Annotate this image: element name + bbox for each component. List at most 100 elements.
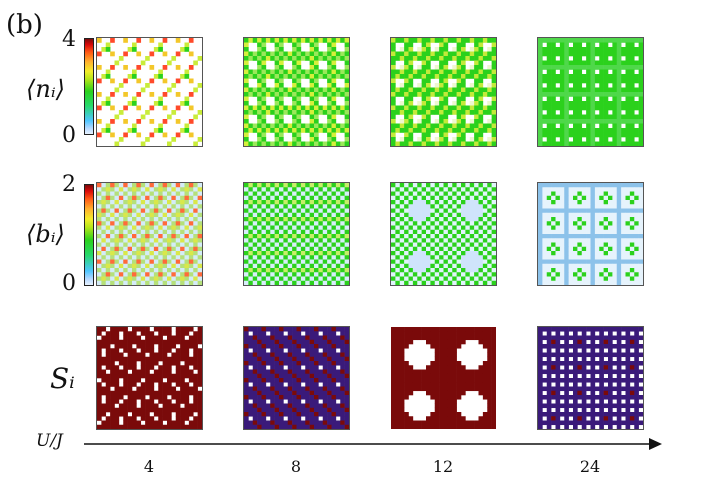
lattice-site bbox=[248, 87, 254, 93]
lattice-site bbox=[167, 361, 172, 366]
lattice-site bbox=[257, 83, 262, 88]
lattice-site bbox=[244, 74, 249, 79]
lattice-site bbox=[478, 119, 484, 124]
lattice-site bbox=[265, 56, 271, 61]
lattice-site bbox=[244, 101, 249, 106]
lattice-site bbox=[461, 251, 466, 256]
lattice-site bbox=[421, 42, 427, 48]
lattice-site bbox=[265, 208, 271, 214]
lattice-site bbox=[573, 137, 578, 142]
lattice-site bbox=[314, 242, 319, 248]
lattice-site bbox=[408, 74, 414, 79]
lattice-site bbox=[127, 204, 133, 209]
lattice-site bbox=[542, 238, 548, 243]
lattice-site bbox=[101, 191, 107, 197]
lattice-site bbox=[399, 87, 405, 93]
lattice-site bbox=[127, 128, 133, 133]
lattice-site bbox=[188, 78, 194, 84]
lattice-site bbox=[629, 128, 635, 133]
lattice-site bbox=[625, 101, 631, 106]
lattice-site bbox=[287, 390, 293, 396]
lattice-site bbox=[252, 238, 258, 243]
lattice-site bbox=[482, 259, 488, 265]
lattice-site bbox=[244, 132, 249, 138]
lattice-site bbox=[97, 242, 102, 248]
lattice-site bbox=[594, 263, 600, 269]
lattice-site bbox=[171, 242, 177, 248]
lattice-site bbox=[421, 234, 427, 239]
lattice-site bbox=[287, 69, 293, 75]
lattice-site bbox=[274, 365, 280, 370]
lattice-site bbox=[132, 195, 137, 201]
lattice-site bbox=[340, 272, 345, 277]
lattice-site bbox=[149, 191, 155, 197]
lattice-site bbox=[625, 217, 631, 222]
lattice-site bbox=[465, 110, 471, 115]
lattice-site bbox=[331, 352, 337, 358]
lattice-site bbox=[573, 268, 578, 273]
lattice-site bbox=[274, 51, 280, 57]
lattice-site bbox=[577, 255, 583, 260]
lattice-site bbox=[274, 132, 280, 138]
lattice-site bbox=[145, 335, 150, 341]
lattice-site bbox=[309, 110, 315, 115]
lattice-site bbox=[474, 123, 479, 129]
lattice-site bbox=[300, 74, 306, 79]
lattice-site bbox=[309, 251, 315, 256]
lattice-site bbox=[551, 65, 556, 70]
lattice-site bbox=[279, 407, 284, 413]
lattice-site bbox=[244, 339, 249, 345]
lattice-site bbox=[287, 187, 293, 192]
lattice-site bbox=[292, 51, 297, 57]
lattice-site bbox=[153, 263, 159, 269]
lattice-site bbox=[327, 128, 332, 133]
lattice-site bbox=[162, 356, 168, 362]
lattice-site bbox=[292, 255, 297, 260]
lattice-site bbox=[612, 96, 618, 102]
lattice-site bbox=[318, 255, 324, 260]
lattice-site bbox=[568, 225, 574, 231]
lattice-site bbox=[309, 56, 315, 61]
lattice-site bbox=[265, 212, 271, 218]
lattice-site bbox=[542, 242, 548, 248]
lattice-site bbox=[491, 137, 496, 142]
lattice-site bbox=[287, 386, 293, 392]
lattice-site bbox=[197, 204, 202, 209]
lattice-site bbox=[478, 56, 484, 61]
lattice-site bbox=[105, 212, 111, 218]
lattice-site bbox=[412, 87, 418, 93]
lattice-site bbox=[167, 187, 172, 192]
lattice-site bbox=[110, 65, 115, 70]
lattice-site bbox=[123, 361, 128, 366]
lattice-site bbox=[127, 229, 133, 235]
lattice-site bbox=[274, 361, 280, 366]
lattice-site bbox=[318, 407, 324, 413]
lattice-site bbox=[443, 110, 449, 115]
lattice-site bbox=[404, 137, 409, 142]
lattice-site bbox=[287, 280, 293, 285]
lattice-site bbox=[335, 56, 341, 61]
lattice-site bbox=[452, 92, 457, 97]
lattice-site bbox=[105, 183, 111, 188]
lattice-site bbox=[136, 229, 142, 235]
panel-label: (b) bbox=[6, 10, 43, 40]
lattice-site bbox=[140, 87, 146, 93]
lattice-site bbox=[612, 119, 618, 124]
lattice-site bbox=[193, 352, 198, 358]
lattice-site bbox=[118, 272, 124, 277]
lattice-site bbox=[322, 268, 328, 273]
lattice-site bbox=[634, 246, 639, 252]
lattice-site bbox=[421, 208, 427, 214]
lattice-site bbox=[305, 221, 310, 226]
lattice-site bbox=[331, 200, 337, 205]
lattice-site bbox=[175, 280, 181, 285]
lattice-site bbox=[180, 335, 185, 341]
lattice-site bbox=[287, 268, 293, 273]
lattice-site bbox=[274, 87, 280, 93]
lattice-site bbox=[551, 119, 556, 124]
lattice-site bbox=[638, 141, 643, 146]
lattice-site bbox=[594, 183, 600, 188]
lattice-site bbox=[305, 225, 310, 231]
lattice-site bbox=[573, 242, 578, 248]
lattice-site bbox=[193, 276, 198, 282]
